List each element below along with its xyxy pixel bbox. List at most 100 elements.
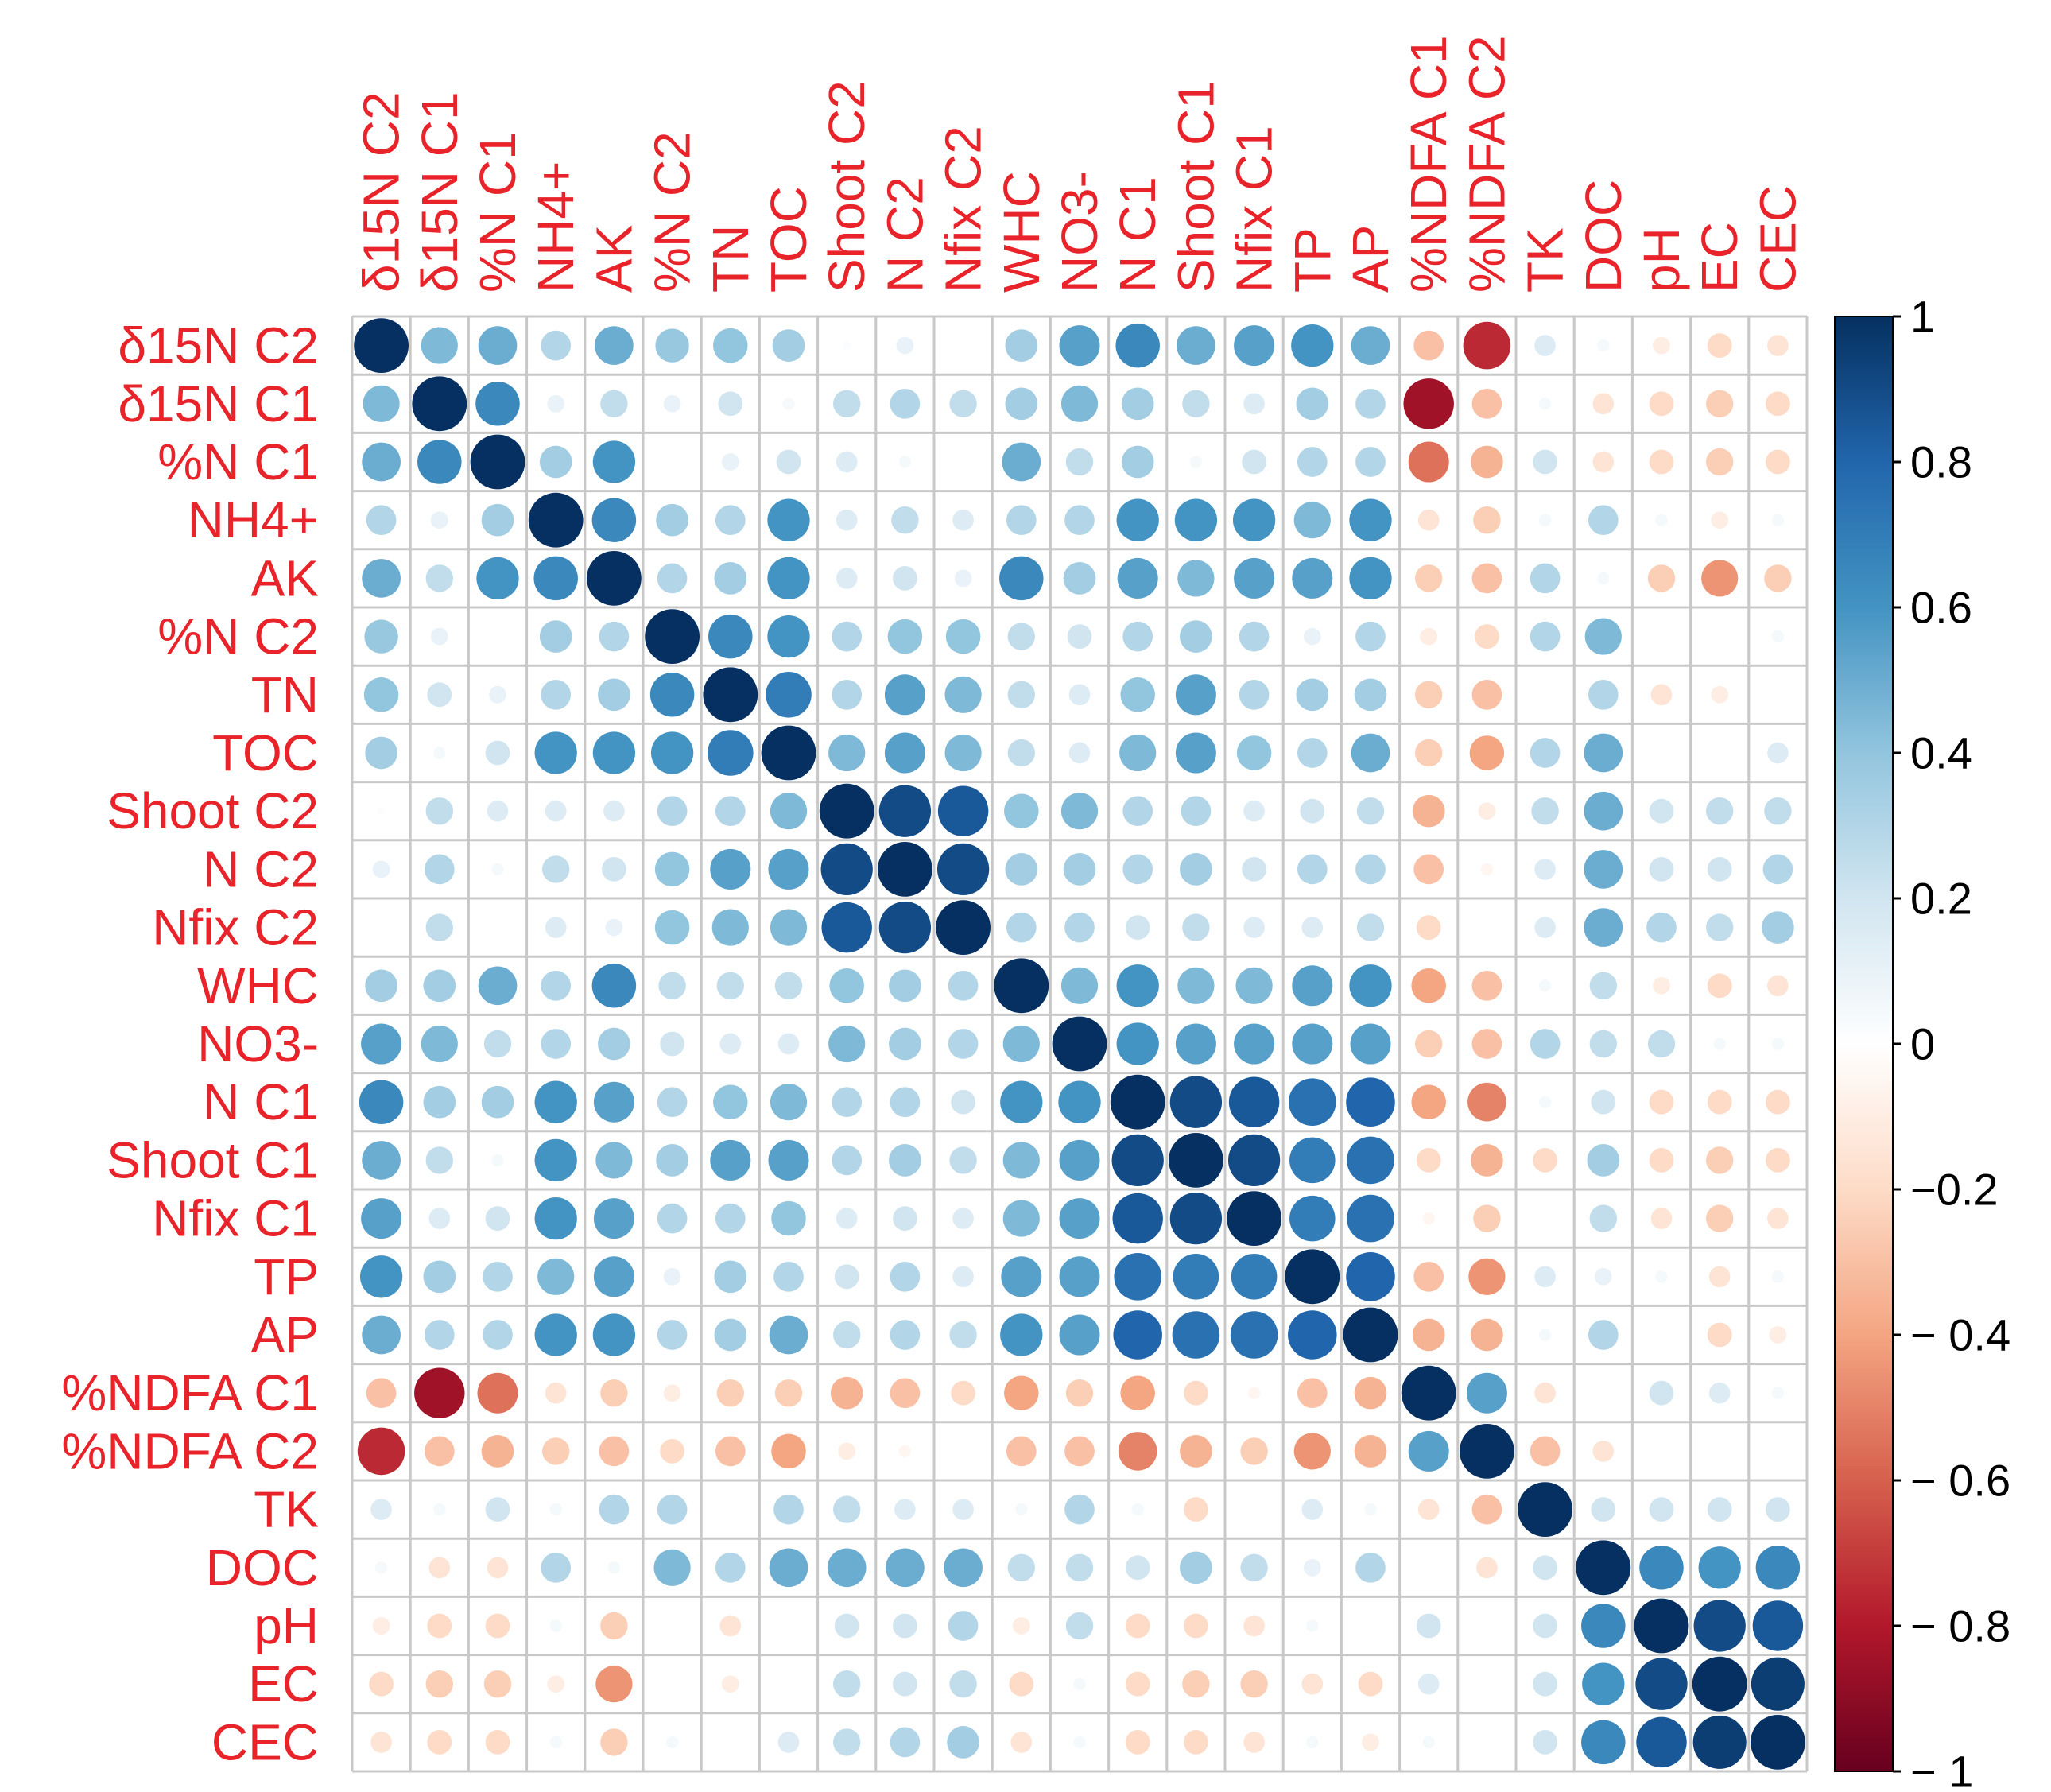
- corr-circle-4-1: [425, 564, 453, 592]
- column-label: AK: [585, 225, 642, 293]
- corr-circle-11-1: [423, 969, 456, 1003]
- corr-circle-19-12: [1064, 1436, 1095, 1467]
- corr-circle-11-2: [478, 966, 518, 1006]
- corr-circle-23-8: [833, 1670, 861, 1698]
- corr-circle-10-16: [1301, 917, 1324, 938]
- corr-circle-3-18: [1417, 509, 1440, 531]
- corr-circle-8-19: [1478, 802, 1496, 820]
- corr-circle-9-7: [768, 848, 809, 890]
- corr-circle-14-9: [889, 1144, 921, 1177]
- corr-circle-1-18: [1403, 378, 1454, 429]
- corr-circle-13-0: [359, 1080, 404, 1124]
- corr-circle-24-4: [600, 1728, 628, 1756]
- colorbar-tick-label: − 0.4: [1910, 1310, 2010, 1360]
- corr-circle-3-5: [656, 503, 688, 537]
- corr-circle-14-24: [1766, 1148, 1790, 1173]
- corr-circle-17-5: [657, 1320, 688, 1350]
- corr-circle-9-5: [654, 851, 690, 887]
- corr-circle-19-18: [1408, 1430, 1449, 1472]
- corr-circle-5-21: [1584, 618, 1622, 655]
- corr-circle-1-20: [1538, 398, 1552, 410]
- row-label: δ15N C2: [118, 317, 319, 374]
- corr-circle-11-8: [829, 968, 864, 1003]
- corr-circle-8-5: [657, 796, 688, 827]
- corr-circle-18-12: [1065, 1379, 1094, 1407]
- corr-circle-19-7: [771, 1433, 806, 1469]
- colorbar-tick-label: − 1: [1910, 1747, 1973, 1792]
- column-label: N C2: [876, 176, 933, 293]
- corr-circle-0-24: [1767, 335, 1789, 356]
- corr-circle-5-0: [364, 619, 398, 654]
- corr-circle-1-2: [475, 382, 520, 426]
- corr-circle-17-3: [534, 1313, 577, 1356]
- corr-circle-3-11: [1006, 505, 1037, 536]
- corr-circle-10-8: [821, 902, 872, 953]
- corr-circle-24-22: [1636, 1716, 1687, 1768]
- row-label: TP: [254, 1248, 319, 1305]
- corr-circle-2-14: [1189, 456, 1203, 468]
- corr-circle-9-2: [491, 863, 504, 876]
- corr-circle-14-21: [1587, 1144, 1620, 1177]
- corr-circle-20-3: [549, 1503, 562, 1516]
- corr-circle-20-12: [1064, 1494, 1095, 1525]
- row-label: Nfix C2: [152, 899, 319, 956]
- row-label: NH4+: [188, 491, 319, 549]
- corr-circle-6-10: [944, 676, 982, 713]
- corr-circle-9-21: [1584, 850, 1623, 889]
- corr-circle-7-11: [1007, 739, 1036, 767]
- corr-circle-12-23: [1713, 1038, 1726, 1050]
- corr-circle-5-7: [767, 615, 810, 658]
- corr-circle-7-1: [433, 747, 446, 759]
- corr-circle-23-11: [1009, 1671, 1034, 1697]
- column-label: pH: [1633, 227, 1690, 293]
- corr-circle-15-11: [1002, 1200, 1040, 1237]
- corr-circle-3-24: [1771, 514, 1785, 526]
- corr-circle-8-12: [1060, 793, 1099, 830]
- corr-circle-13-9: [890, 1087, 921, 1118]
- corr-circle-20-8: [833, 1495, 861, 1523]
- column-label: %NDFA C1: [1400, 35, 1457, 293]
- corr-circle-19-11: [1006, 1436, 1037, 1467]
- corr-circle-0-9: [896, 336, 914, 355]
- corr-circle-23-18: [1417, 1673, 1440, 1695]
- corr-circle-11-0: [365, 969, 397, 1003]
- colorbar-tick-label: 0.2: [1910, 874, 1972, 924]
- corr-circle-16-19: [1468, 1258, 1506, 1295]
- corr-circle-14-20: [1533, 1148, 1557, 1173]
- corr-circle-16-6: [714, 1260, 747, 1294]
- corr-circle-18-9: [890, 1378, 921, 1409]
- corr-circle-9-3: [542, 855, 570, 883]
- corr-circle-4-0: [362, 559, 401, 598]
- corr-circle-1-11: [1005, 387, 1038, 421]
- corr-circle-13-6: [713, 1084, 748, 1119]
- corr-circle-0-4: [595, 326, 634, 365]
- corr-circle-5-6: [708, 614, 753, 659]
- corr-circle-22-21: [1581, 1604, 1626, 1648]
- corr-circle-5-3: [539, 620, 572, 653]
- corr-circle-1-12: [1060, 385, 1099, 422]
- corr-circle-20-7: [773, 1494, 804, 1525]
- corr-circle-7-15: [1236, 735, 1272, 770]
- column-label: NH4+: [527, 161, 584, 293]
- corr-circle-10-10: [936, 900, 991, 955]
- corr-circle-18-18: [1401, 1365, 1456, 1421]
- corr-circle-0-5: [655, 328, 689, 363]
- corr-circle-9-16: [1297, 854, 1328, 885]
- corr-circle-13-4: [593, 1081, 634, 1123]
- corr-circle-3-16: [1293, 502, 1331, 539]
- corr-circle-7-8: [828, 734, 866, 772]
- corr-circle-20-14: [1184, 1497, 1208, 1522]
- corr-circle-5-10: [945, 619, 981, 654]
- corr-circle-11-14: [1177, 967, 1215, 1004]
- corr-circle-24-21: [1581, 1720, 1626, 1765]
- row-label: %N C1: [157, 433, 319, 491]
- corr-circle-2-17: [1355, 447, 1386, 477]
- corr-circle-14-14: [1169, 1133, 1223, 1188]
- corr-circle-11-13: [1116, 964, 1159, 1007]
- corr-circle-11-22: [1653, 976, 1670, 995]
- corr-circle-12-3: [541, 1029, 572, 1059]
- corr-circle-5-20: [1530, 621, 1561, 652]
- corr-circle-24-5: [665, 1736, 679, 1749]
- corr-circle-20-13: [1131, 1503, 1144, 1516]
- corr-circle-2-19: [1471, 445, 1503, 479]
